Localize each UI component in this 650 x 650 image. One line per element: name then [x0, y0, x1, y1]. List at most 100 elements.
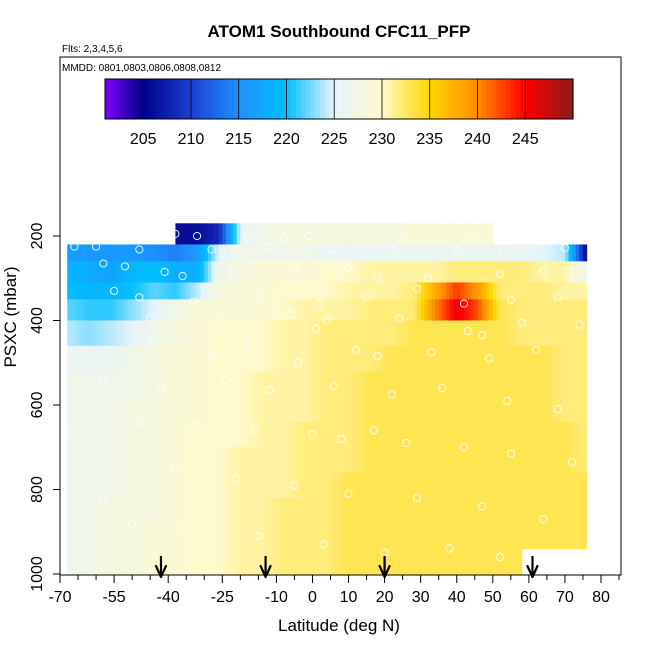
- heatmap-cell: [366, 371, 371, 398]
- heatmap-cell: [579, 244, 584, 262]
- heatmap-cell: [308, 320, 314, 347]
- heatmap-cell: [352, 244, 357, 262]
- heatmap-cell: [74, 261, 79, 284]
- heatmap-cell: [525, 299, 530, 322]
- heatmap-cell: [193, 421, 198, 448]
- heatmap-cell: [579, 261, 584, 284]
- heatmap-cell: [222, 282, 227, 300]
- sample-point: [156, 381, 166, 391]
- heatmap-cell: [348, 421, 353, 448]
- heatmap-cell: [572, 244, 577, 262]
- heatmap-cell: [319, 421, 324, 448]
- heatmap-cell: [164, 282, 169, 300]
- heatmap-cell: [370, 299, 375, 322]
- heatmap-cell: [150, 261, 155, 284]
- heatmap-cell: [442, 320, 447, 347]
- heatmap-cell: [272, 345, 277, 372]
- heatmap-cell: [280, 282, 285, 300]
- colorbar-segment: [544, 79, 550, 119]
- heatmap-cell: [287, 497, 292, 524]
- colorbar-tick-label: 205: [130, 131, 157, 148]
- heatmap-cell: [308, 523, 314, 550]
- sample-point: [517, 318, 526, 327]
- heatmap-cell: [431, 472, 436, 499]
- heatmap-cell: [164, 396, 169, 423]
- heatmap-cell: [362, 497, 368, 524]
- heatmap-cell: [344, 320, 350, 347]
- heatmap-cell: [272, 261, 277, 284]
- heatmap-cell: [146, 472, 151, 499]
- heatmap-cell: [489, 523, 494, 550]
- heatmap-cell: [229, 497, 234, 524]
- heatmap-cell: [179, 345, 184, 372]
- heatmap-cell: [261, 345, 267, 372]
- heatmap-cell: [582, 396, 588, 423]
- heatmap-cell: [568, 244, 573, 262]
- sample-point: [265, 242, 274, 251]
- heatmap-cell: [276, 421, 281, 448]
- heatmap-cell: [409, 523, 415, 550]
- heatmap-cell: [283, 447, 288, 474]
- heatmap-cell: [139, 261, 144, 284]
- heatmap-cell: [500, 523, 505, 550]
- heatmap-cell: [287, 320, 292, 347]
- heatmap-cell: [518, 472, 523, 499]
- heatmap-cell: [543, 523, 548, 550]
- heatmap-cell: [168, 447, 173, 474]
- heatmap-cell: [507, 447, 512, 474]
- heatmap-cell: [229, 447, 234, 474]
- heatmap-cell: [168, 345, 173, 372]
- heatmap-cell: [189, 396, 195, 423]
- heatmap-cell: [402, 299, 407, 322]
- heatmap-cell: [391, 244, 397, 262]
- heatmap-cell: [532, 371, 537, 398]
- heatmap-cell: [157, 523, 162, 550]
- heatmap-cell: [409, 472, 415, 499]
- sample-point: [394, 314, 404, 323]
- heatmap-cell: [575, 345, 580, 372]
- heatmap-cell: [575, 261, 580, 284]
- heatmap-cell: [380, 345, 386, 372]
- heatmap-cell: [128, 548, 133, 575]
- heatmap-cell: [222, 261, 227, 284]
- heatmap-cell: [276, 320, 281, 347]
- heatmap-cell: [229, 396, 234, 423]
- heatmap-cell: [247, 447, 252, 474]
- sample-point: [322, 316, 331, 325]
- heatmap-cell: [514, 345, 519, 372]
- heatmap-cell: [280, 244, 285, 262]
- heatmap-cell: [445, 223, 451, 246]
- heatmap-cell: [81, 261, 86, 284]
- heatmap-cell: [316, 244, 321, 262]
- colorbar-segment: [281, 79, 288, 119]
- heatmap-cell: [352, 223, 357, 246]
- heatmap-cell: [280, 299, 285, 322]
- heatmap-cell: [225, 396, 231, 423]
- heatmap-cell: [359, 345, 364, 372]
- heatmap-cell: [215, 548, 220, 575]
- heatmap-cell: [132, 320, 137, 347]
- heatmap-cell: [474, 497, 479, 524]
- heatmap-cell: [99, 523, 104, 550]
- heatmap-cell: [564, 282, 570, 300]
- heatmap-cell: [564, 421, 570, 448]
- heatmap-cell: [453, 261, 458, 284]
- sample-point: [344, 263, 353, 272]
- heatmap-cell: [128, 421, 133, 448]
- colorbar-segment: [539, 79, 545, 119]
- heatmap-cell: [427, 447, 433, 474]
- heatmap-cell: [150, 523, 155, 550]
- heatmap-cell: [413, 371, 418, 398]
- heatmap-cell: [247, 244, 252, 262]
- heatmap-cell: [157, 447, 162, 474]
- heatmap-cell: [290, 472, 296, 499]
- heatmap-cell: [420, 261, 425, 284]
- heatmap-cell: [139, 282, 144, 300]
- heatmap-cell: [189, 472, 195, 499]
- heatmap-cell: [395, 396, 400, 423]
- heatmap-cell: [568, 371, 573, 398]
- heatmap-cell: [514, 371, 519, 398]
- heatmap-cell: [139, 548, 144, 575]
- heatmap-cell: [507, 421, 512, 448]
- heatmap-cell: [507, 472, 512, 499]
